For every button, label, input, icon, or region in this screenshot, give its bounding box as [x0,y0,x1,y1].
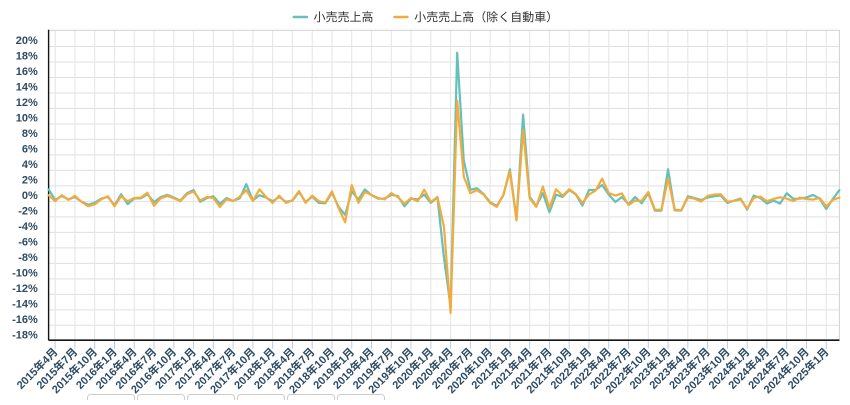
svg-text:8%: 8% [22,128,38,140]
svg-text:-4%: -4% [18,221,38,233]
svg-text:-10%: -10% [12,267,38,279]
svg-text:-8%: -8% [18,252,38,264]
svg-text:-14%: -14% [12,298,38,310]
svg-text:6%: 6% [22,143,38,155]
svg-text:20%: 20% [16,35,38,47]
svg-text:4%: 4% [22,159,38,171]
svg-text:16%: 16% [16,66,38,78]
svg-text:-18%: -18% [12,329,38,341]
svg-text:-2%: -2% [18,205,38,217]
svg-text:-6%: -6% [18,236,38,248]
svg-text:-12%: -12% [12,283,38,295]
svg-text:0%: 0% [22,190,38,202]
svg-text:10%: 10% [16,112,38,124]
svg-text:18%: 18% [16,50,38,62]
svg-text:-16%: -16% [12,314,38,326]
svg-text:14%: 14% [16,81,38,93]
svg-text:2%: 2% [22,174,38,186]
svg-text:12%: 12% [16,97,38,109]
